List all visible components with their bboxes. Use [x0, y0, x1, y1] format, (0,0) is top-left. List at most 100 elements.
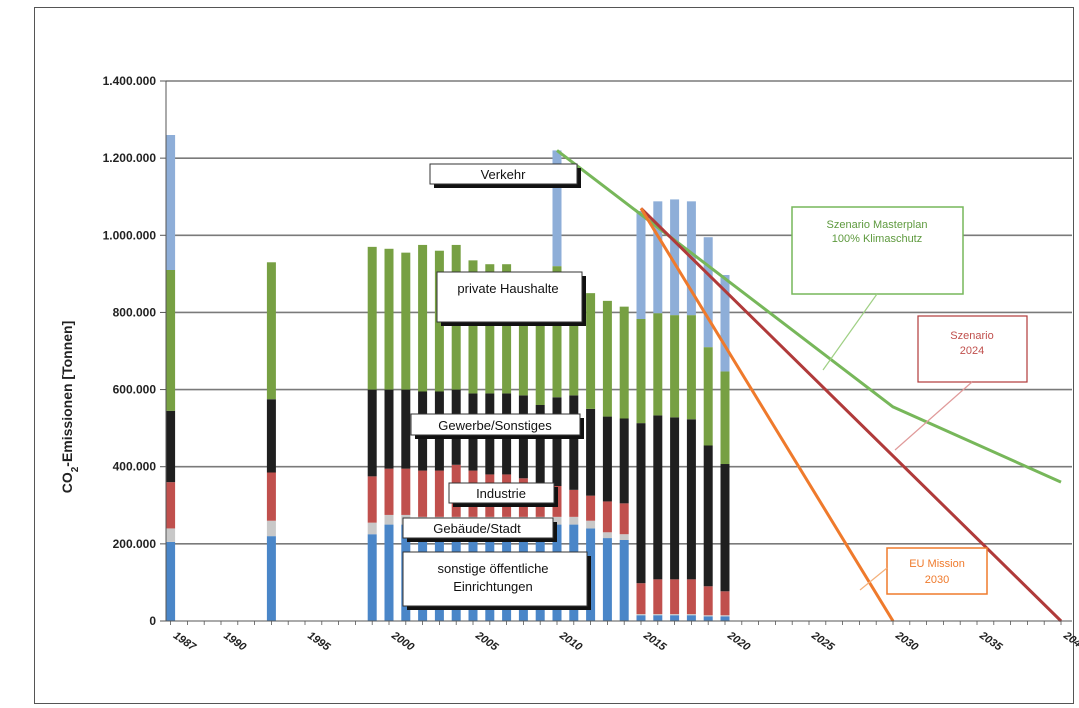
- bar-segment-geb-ude-stadt: [636, 614, 646, 616]
- annotation-szenario-2024-line2: 2024: [960, 345, 984, 357]
- x-tick-label: 2015: [640, 629, 668, 654]
- y-tick-label: 1.400.000: [103, 74, 157, 88]
- y-tick-label: 1.000.000: [103, 228, 157, 242]
- annotation-szenario-2024-line1: Szenario: [950, 330, 993, 342]
- bar-segment-industrie: [367, 476, 377, 523]
- y-tick-label: 800.000: [113, 305, 157, 319]
- bar-segment-gewerbe-sonstiges: [686, 419, 696, 580]
- bar-segment-private-haushalte: [266, 262, 276, 400]
- bar-segment-industrie: [720, 591, 730, 616]
- x-tick-label: 1995: [305, 630, 333, 654]
- bar-segment-verkehr: [636, 210, 646, 319]
- bar-segment-private-haushalte: [418, 244, 428, 392]
- annotation-masterplan-line1: Szenario Masterplan: [827, 219, 928, 231]
- bar-segment-private-haushalte: [502, 264, 512, 394]
- bar-segment-gewerbe-sonstiges: [166, 410, 176, 483]
- bar-segment-industrie: [266, 472, 276, 521]
- label-box-industrie: Industrie: [448, 482, 558, 507]
- bar-segment-geb-ude-stadt: [602, 532, 612, 539]
- bar-segment-verkehr: [670, 199, 680, 316]
- annotation-szenario-2024: Szenario 2024: [917, 315, 1028, 383]
- connector-eu-mission: [859, 567, 888, 591]
- bar-layer: [166, 135, 730, 621]
- bar-segment-gewerbe-sonstiges: [401, 389, 411, 469]
- bar-segment-private-haushalte: [636, 318, 646, 424]
- x-tick-label: 1990: [221, 630, 249, 654]
- bar-segment-gewerbe-sonstiges: [670, 417, 680, 580]
- annotation-masterplan: Szenario Masterplan 100% Klimaschutz: [791, 206, 964, 295]
- annotation-eu-mission-line1: EU Mission: [909, 558, 965, 570]
- bar-segment-industrie: [686, 579, 696, 615]
- bar-segment-gewerbe-sonstiges: [586, 408, 596, 496]
- bar-segment-private-haushalte: [703, 347, 713, 446]
- bar-segment-industrie: [166, 482, 176, 529]
- label-sonstige-line1: sonstige öffentliche: [437, 561, 548, 576]
- bar-segment-sonstige-ffentliche-einrichtungen: [720, 616, 730, 621]
- bar-segment-industrie: [636, 583, 646, 615]
- bar-segment-industrie: [569, 489, 579, 517]
- bar-segment-geb-ude-stadt: [166, 528, 176, 542]
- bar-segment-private-haushalte: [367, 246, 377, 390]
- bar-segment-industrie: [653, 579, 663, 615]
- bar-segment-sonstige-ffentliche-einrichtungen: [367, 534, 377, 621]
- bar-segment-private-haushalte: [518, 273, 528, 396]
- bar-segment-gewerbe-sonstiges: [602, 416, 612, 502]
- bar-segment-private-haushalte: [720, 371, 730, 465]
- bar-segment-verkehr: [720, 275, 730, 372]
- x-tick-label: 2035: [976, 629, 1004, 654]
- bar-segment-industrie: [434, 470, 444, 517]
- bar-segment-gewerbe-sonstiges: [703, 445, 713, 587]
- bar-segment-geb-ude-stadt: [384, 514, 394, 525]
- bar-segment-verkehr: [703, 237, 713, 348]
- x-tick-label: 2040: [1060, 629, 1079, 654]
- bar-segment-industrie: [619, 503, 629, 535]
- bar-segment-private-haushalte: [602, 300, 612, 417]
- bar-segment-private-haushalte: [569, 275, 579, 396]
- bar-segment-industrie: [418, 470, 428, 517]
- connector-masterplan: [822, 293, 878, 371]
- y-tick-label: 600.000: [113, 383, 157, 397]
- bar-segment-private-haushalte: [619, 306, 629, 419]
- bar-segment-gewerbe-sonstiges: [653, 415, 663, 580]
- bar-segment-geb-ude-stadt: [367, 522, 377, 535]
- label-sonstige-line2: Einrichtungen: [453, 579, 533, 594]
- bar-segment-private-haushalte: [670, 315, 680, 418]
- bar-segment-private-haushalte: [468, 260, 478, 394]
- x-tick-label: 2000: [388, 629, 416, 654]
- bar-segment-private-haushalte: [485, 264, 495, 394]
- bar-segment-gewerbe-sonstiges: [266, 399, 276, 473]
- bar-segment-geb-ude-stadt: [266, 520, 276, 537]
- y-axis-label: CO2-Emissionen [Tonnen]: [59, 321, 81, 494]
- bar-segment-private-haushalte: [552, 266, 562, 398]
- bar-segment-sonstige-ffentliche-einrichtungen: [636, 615, 646, 621]
- bar-segment-sonstige-ffentliche-einrichtungen: [653, 615, 663, 621]
- bar-segment-private-haushalte: [586, 293, 596, 409]
- annotation-masterplan-line2: 100% Klimaschutz: [832, 233, 923, 245]
- bar-segment-industrie: [670, 579, 680, 615]
- bar-segment-gewerbe-sonstiges: [569, 395, 579, 490]
- bar-segment-gewerbe-sonstiges: [552, 397, 562, 486]
- bar-segment-industrie: [602, 501, 612, 533]
- bar-segment-private-haushalte: [384, 248, 394, 390]
- bar-segment-sonstige-ffentliche-einrichtungen: [266, 536, 276, 621]
- bar-segment-geb-ude-stadt: [653, 614, 663, 616]
- bar-segment-gewerbe-sonstiges: [636, 423, 646, 584]
- bar-segment-verkehr: [166, 135, 176, 270]
- bar-segment-geb-ude-stadt: [569, 516, 579, 525]
- bar-segment-sonstige-ffentliche-einrichtungen: [703, 616, 713, 621]
- bar-segment-geb-ude-stadt: [552, 516, 562, 525]
- bar-segment-gewerbe-sonstiges: [535, 405, 545, 486]
- bar-segment-verkehr: [552, 150, 562, 267]
- bar-segment-verkehr: [653, 201, 663, 314]
- label-box-sonstige: sonstige öffentliche Einrichtungen: [402, 551, 591, 610]
- x-tick-label: 2030: [892, 629, 920, 654]
- bar-segment-geb-ude-stadt: [619, 534, 629, 540]
- bar-segment-geb-ude-stadt: [670, 614, 680, 616]
- bar-segment-gewerbe-sonstiges: [384, 389, 394, 469]
- annotation-eu-mission: EU Mission 2030: [886, 547, 988, 595]
- bar-segment-gewerbe-sonstiges: [720, 464, 730, 592]
- label-gebaeude: Gebäude/Stadt: [433, 521, 521, 536]
- label-box-verkehr: Verkehr: [429, 163, 581, 188]
- bar-segment-industrie: [703, 586, 713, 616]
- x-tick-label: 1987: [171, 630, 199, 654]
